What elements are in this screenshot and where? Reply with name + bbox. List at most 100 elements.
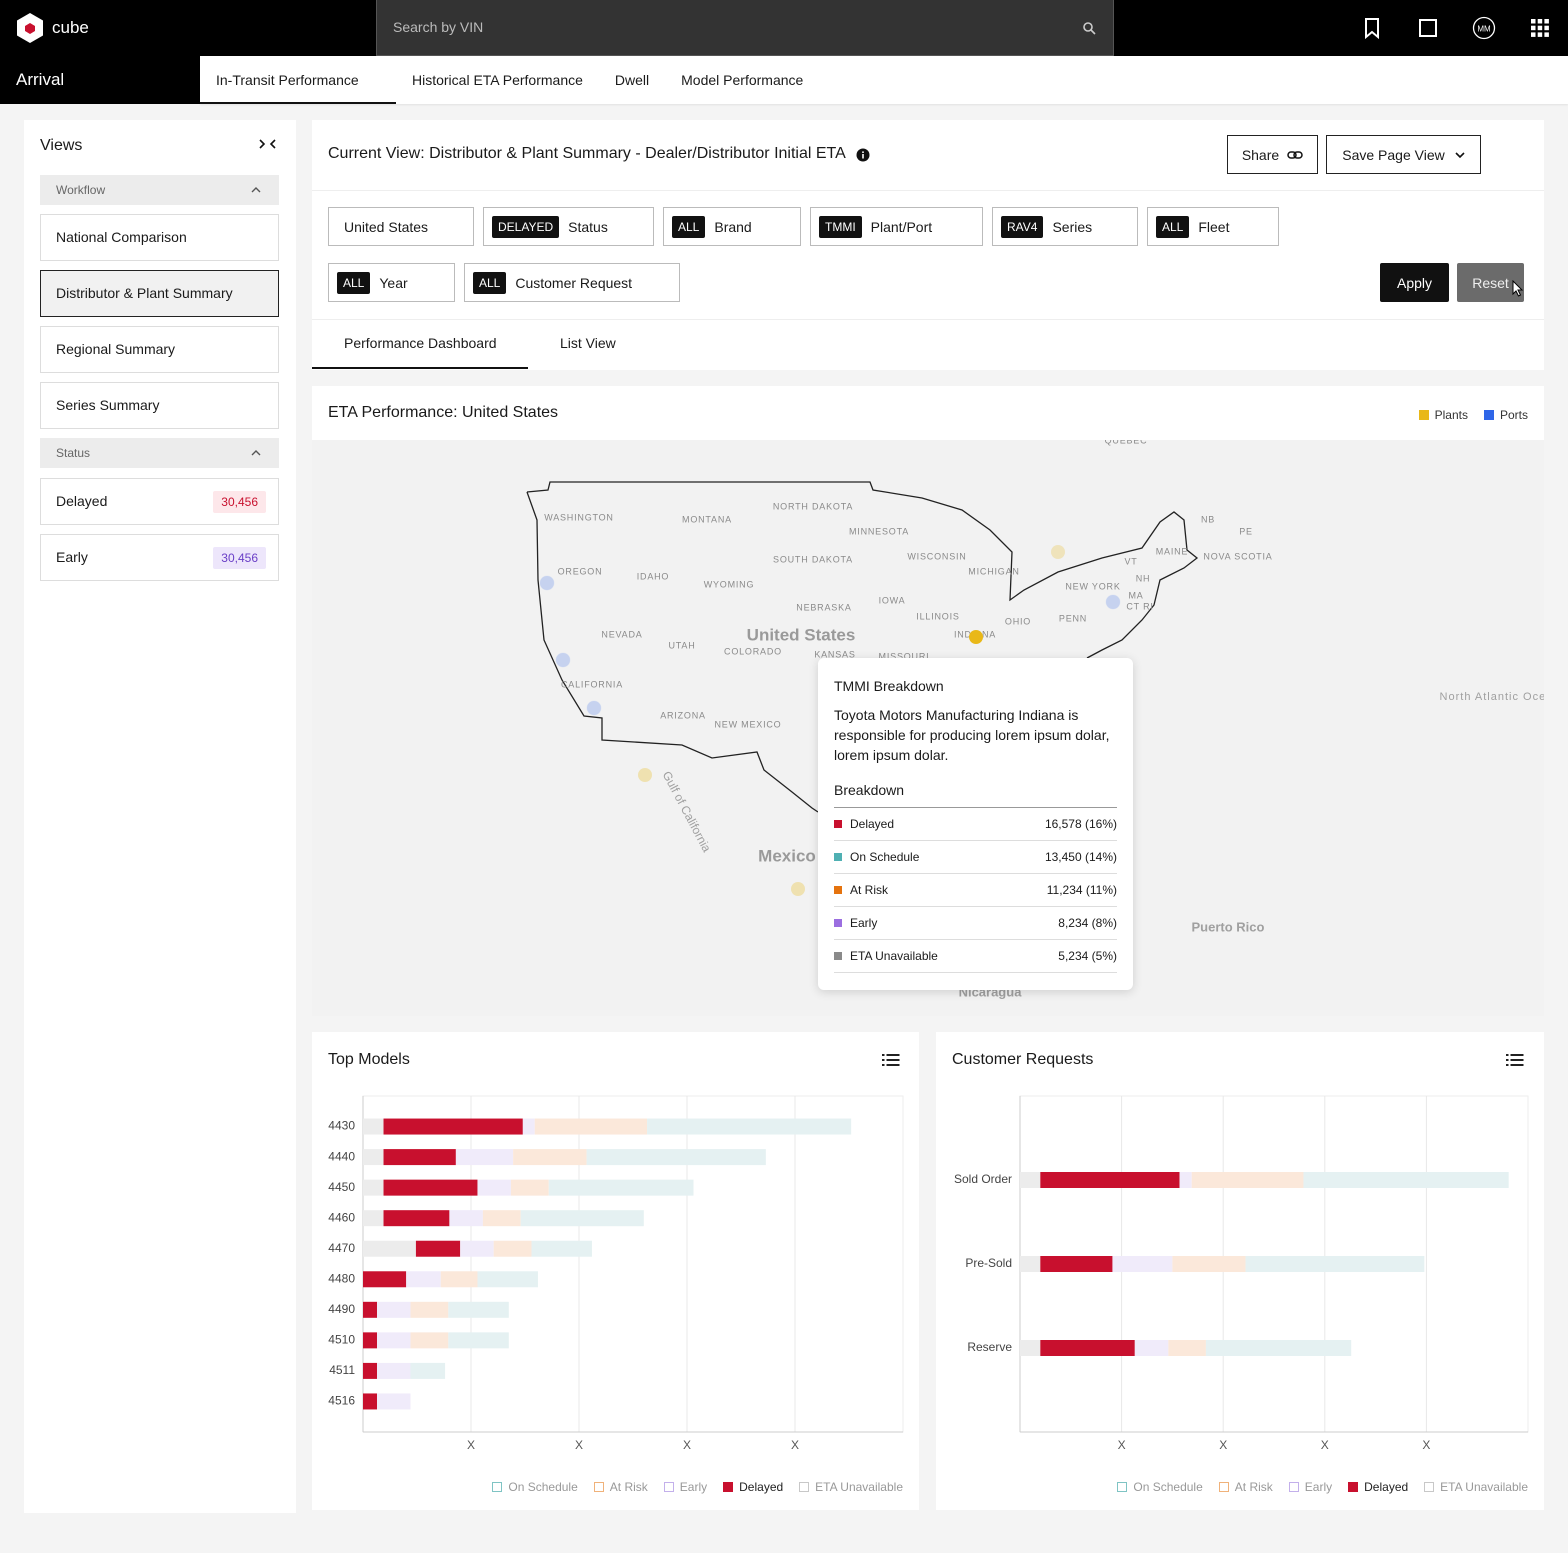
section-title: Workflow	[56, 183, 106, 197]
legend-item[interactable]: Early	[1288, 1480, 1332, 1494]
chevron-up	[251, 187, 261, 193]
apply-button[interactable]: Apply	[1380, 263, 1449, 302]
list-icon[interactable]	[882, 1053, 902, 1067]
map-label: CT RI	[1126, 601, 1153, 611]
status-item[interactable]: Early 30,456	[40, 534, 279, 581]
bar-segment	[482, 1210, 521, 1227]
filter-dropdown[interactable]: ALL Brand	[663, 207, 801, 246]
bar-segment	[1168, 1340, 1206, 1356]
nav-tab[interactable]: Model Performance	[665, 56, 819, 104]
divider	[312, 319, 1544, 320]
view-item[interactable]: National Comparison	[40, 214, 279, 261]
section-header[interactable]: Workflow	[40, 175, 279, 205]
logo-icon[interactable]	[14, 12, 46, 44]
filter-dropdown[interactable]: ALL Year	[328, 263, 455, 302]
port-marker[interactable]	[586, 700, 602, 716]
x-tick-label: X	[791, 1438, 799, 1452]
view-item[interactable]: Series Summary	[40, 382, 279, 429]
section-header[interactable]: Status	[40, 438, 279, 468]
info-icon[interactable]	[856, 148, 870, 162]
legend-item[interactable]: On Schedule	[492, 1480, 578, 1494]
status-label: Early	[56, 549, 88, 565]
map-label: ILLINOIS	[916, 611, 959, 621]
bar-segment	[410, 1332, 449, 1349]
filter-dropdown[interactable]: TMMI Plant/Port	[810, 207, 983, 246]
map-label: CALIFORNIA	[561, 679, 623, 689]
x-tick-label: X	[1422, 1438, 1430, 1452]
map-label: Puerto Rico	[1192, 919, 1265, 934]
nav-tab[interactable]: Dwell	[599, 56, 665, 104]
y-tick-label: 4460	[328, 1210, 355, 1224]
apps-icon[interactable]	[1530, 18, 1550, 38]
port-marker[interactable]	[1105, 594, 1121, 610]
plant-marker[interactable]	[638, 768, 652, 782]
status-name: At Risk	[850, 883, 889, 897]
bar-segment	[520, 1210, 644, 1227]
legend-item[interactable]: ETA Unavailable	[1424, 1480, 1528, 1494]
content-tab[interactable]: Performance Dashboard	[344, 335, 497, 351]
map-label: NH	[1136, 573, 1151, 583]
filter-label: Customer Request	[515, 274, 633, 291]
bar-segment	[410, 1362, 446, 1379]
legend-item[interactable]: On Schedule	[1117, 1480, 1203, 1494]
map-label: ARIZONA	[660, 710, 706, 720]
filter-dropdown[interactable]: United States	[328, 207, 474, 246]
breakdown-row: Early 8,234 (8%)	[834, 907, 1117, 940]
view-item[interactable]: Distributor & Plant Summary	[40, 270, 279, 317]
legend-label: ETA Unavailable	[815, 1480, 903, 1494]
chart-panel: Top Models X X X X 4430 4440 4450 4460 4470 4480 4…	[312, 1032, 919, 1510]
content-tab[interactable]: List View	[560, 335, 616, 351]
legend-item[interactable]: Delayed	[723, 1480, 783, 1494]
bar-segment	[522, 1118, 535, 1135]
bar-segment	[410, 1301, 449, 1318]
bookmark-icon[interactable]	[1362, 17, 1382, 39]
bar-segment	[363, 1393, 378, 1410]
filter-dropdown[interactable]: RAV4 Series	[992, 207, 1138, 246]
nav-tab[interactable]: In-Transit Performance	[200, 56, 396, 104]
map-label: NORTH DAKOTA	[773, 501, 853, 511]
bar-segment	[383, 1210, 450, 1227]
y-tick-label: 4450	[328, 1180, 355, 1194]
search-icon[interactable]	[1082, 21, 1096, 35]
save-view-button[interactable]: Save Page View	[1326, 135, 1481, 174]
legend-item[interactable]: At Risk	[1218, 1480, 1273, 1494]
view-item[interactable]: Regional Summary	[40, 326, 279, 373]
map-label: NEVADA	[601, 629, 642, 639]
legend-item: Plants	[1418, 408, 1468, 422]
legend-item[interactable]: At Risk	[593, 1480, 648, 1494]
legend-item[interactable]: ETA Unavailable	[799, 1480, 903, 1494]
share-button[interactable]: Share	[1227, 135, 1318, 174]
collapse-icon[interactable]	[258, 138, 278, 150]
bar-segment	[534, 1118, 648, 1135]
active-tab-underline	[200, 102, 396, 104]
legend-label: Delayed	[739, 1480, 784, 1494]
map-label: NEW YORK	[1065, 581, 1120, 591]
bar-segment	[477, 1179, 511, 1196]
filter-dropdown[interactable]: ALL Customer Request	[464, 263, 680, 302]
search-box[interactable]	[376, 0, 1114, 56]
chart: X X X X 4430 4440 4450 4460 4470 4480 4490 4510 4511…	[328, 1095, 904, 1452]
plant-marker[interactable]	[969, 630, 983, 644]
filter-tag: ALL	[337, 271, 371, 294]
status-item[interactable]: Delayed 30,456	[40, 478, 279, 525]
port-marker[interactable]	[555, 652, 571, 668]
map-label: MAINE	[1156, 546, 1189, 556]
port-marker[interactable]	[539, 575, 555, 591]
bar-segment	[383, 1149, 456, 1166]
filter-dropdown[interactable]: DELAYED Status	[483, 207, 654, 246]
filter-dropdown[interactable]: ALL Fleet	[1147, 207, 1279, 246]
plant-marker[interactable]	[791, 882, 805, 896]
legend-item[interactable]: Delayed	[1348, 1480, 1408, 1494]
logo-text[interactable]: cube	[52, 18, 89, 37]
list-icon[interactable]	[1506, 1053, 1526, 1067]
nav-tab[interactable]: Historical ETA Performance	[396, 56, 599, 104]
status-name: On Schedule	[850, 850, 920, 864]
bar-segment	[363, 1301, 378, 1318]
bar-segment	[1020, 1340, 1041, 1356]
filter-tag: ALL	[473, 271, 507, 294]
plant-marker[interactable]	[1051, 545, 1065, 559]
window-icon[interactable]	[1418, 18, 1438, 38]
user-avatar[interactable]: MM	[1472, 16, 1496, 40]
legend-item[interactable]: Early	[663, 1480, 707, 1494]
bar-segment	[1020, 1256, 1041, 1272]
